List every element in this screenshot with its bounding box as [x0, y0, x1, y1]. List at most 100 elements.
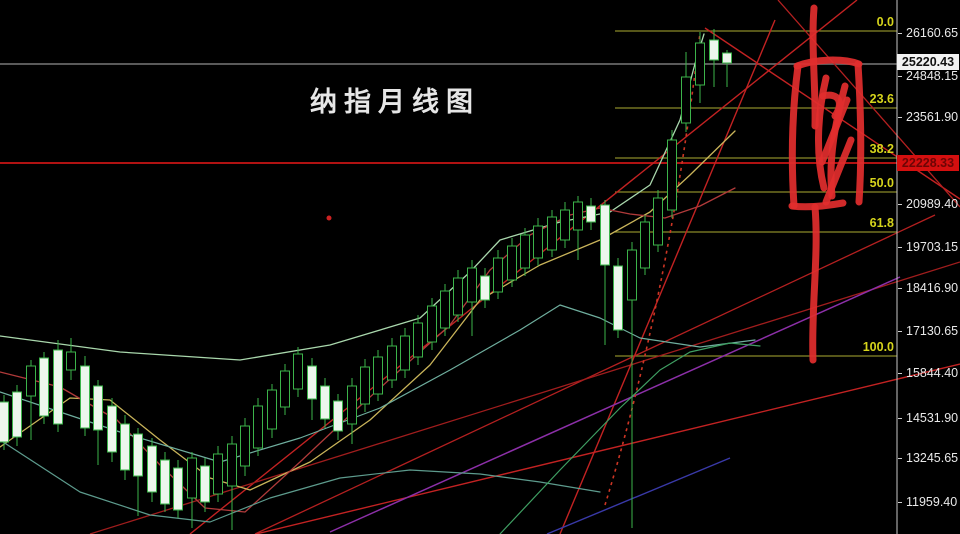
- candle-body-up: [293, 353, 303, 390]
- candle-body-down: [613, 265, 623, 331]
- fib-label-50.0: 50.0: [869, 176, 894, 190]
- candle-body-up: [640, 221, 650, 269]
- candle-body-up: [360, 366, 370, 405]
- curve-ma-yellow: [0, 130, 736, 491]
- candle-body-up: [427, 305, 437, 343]
- curve-ma-red: [0, 187, 736, 513]
- axis-tick: [898, 76, 902, 77]
- candle-body-up: [507, 245, 517, 281]
- candle-body-down: [107, 405, 117, 453]
- hand-drawn-marker: [793, 56, 863, 70]
- candle-body-up: [627, 249, 637, 301]
- axis-tick: [898, 502, 902, 503]
- candle-body-down: [333, 400, 343, 432]
- candle-body-up: [695, 42, 705, 86]
- candle-body-up: [667, 139, 677, 211]
- candle-body-down: [93, 385, 103, 431]
- candle-body-up: [520, 234, 530, 269]
- axis-tick: [898, 458, 902, 459]
- price-label: 23561.90: [906, 110, 959, 124]
- red-dot-marker: [326, 215, 332, 221]
- curve-bollinger-mid-teal: [0, 304, 756, 463]
- candle-body-down: [80, 365, 90, 429]
- fib-label-0.0: 0.0: [876, 15, 894, 29]
- price-label: 24848.15: [906, 69, 959, 83]
- candle-body-up: [440, 290, 450, 329]
- candle-body-down: [307, 365, 317, 400]
- candle-body-down: [133, 433, 143, 477]
- alert-price-tag: 22228.33: [897, 155, 959, 171]
- price-label: 26160.65: [906, 26, 959, 40]
- axis-tick: [898, 247, 902, 248]
- candle-body-up: [573, 201, 583, 231]
- price-label: 18416.90: [906, 281, 959, 295]
- candle-body-up: [227, 443, 237, 487]
- candle-body-down: [12, 391, 22, 438]
- candle-body-up: [280, 370, 290, 408]
- candle-body-down: [200, 465, 210, 503]
- candle-body-up: [681, 76, 691, 124]
- candle-body-up: [400, 335, 410, 371]
- hand-drawn-marker: [819, 91, 843, 120]
- price-label: 15844.40: [906, 366, 959, 380]
- axis-tick: [898, 33, 902, 34]
- candle-body-down: [600, 204, 610, 266]
- hand-drawn-marker: [809, 4, 819, 130]
- trendline-purple-up: [329, 276, 901, 533]
- price-label: 13245.65: [906, 451, 959, 465]
- candle-body-up: [187, 457, 197, 499]
- fib-label-23.6: 23.6: [869, 92, 894, 106]
- candle-body-down: [173, 467, 183, 511]
- curve-ma-long-green: [499, 342, 761, 534]
- candle-body-up: [373, 356, 383, 395]
- candle-body-up: [387, 345, 397, 381]
- candle-body-down: [586, 205, 596, 223]
- axis-tick: [898, 331, 902, 332]
- trendline-red-up-mid: [254, 214, 936, 534]
- candle-body-down: [709, 39, 719, 61]
- candle-body-up: [66, 351, 76, 371]
- price-label: 20989.40: [906, 197, 959, 211]
- fib-label-61.8: 61.8: [869, 216, 894, 230]
- candle-body-up: [413, 322, 423, 358]
- candle-body-down: [160, 459, 170, 505]
- price-label: 17130.65: [906, 324, 959, 338]
- hand-drawn-marker: [809, 203, 820, 364]
- candle-body-up: [560, 209, 570, 241]
- curve-bollinger-lower-teal: [0, 439, 601, 523]
- candle-body-up: [547, 216, 557, 251]
- curve-bollinger-upper: [0, 33, 705, 361]
- fib-label-100.0: 100.0: [862, 340, 894, 354]
- axis-tick: [898, 117, 902, 118]
- candle-body-up: [467, 267, 477, 303]
- trendline-red-down-upper: [777, 0, 960, 208]
- trendline-red-up-shallow-2: [255, 363, 960, 534]
- axis-tick: [898, 418, 902, 419]
- candle-body-down: [120, 423, 130, 471]
- price-label: 19703.15: [906, 240, 959, 254]
- candle-body-down: [0, 401, 9, 443]
- candle-body-up: [240, 425, 250, 467]
- candle-body-down: [39, 357, 49, 417]
- candle-body-up: [253, 405, 263, 449]
- candle-body-up: [347, 385, 357, 425]
- candle-body-down: [53, 349, 63, 425]
- candle-body-up: [26, 365, 36, 397]
- candle-body-down: [147, 445, 157, 493]
- price-label: 11959.40: [906, 495, 958, 509]
- chart-title: 纳指月线图: [310, 87, 480, 118]
- trendline-blue-up: [546, 457, 731, 534]
- candle-body-up: [533, 225, 543, 259]
- candle-body-down: [722, 52, 732, 64]
- hand-drawn-marker: [854, 60, 865, 206]
- candle-body-up: [453, 277, 463, 316]
- axis-tick: [898, 204, 902, 205]
- price-label: 14531.90: [906, 411, 959, 425]
- hand-drawn-marker: [818, 96, 851, 166]
- axis-tick: [898, 373, 902, 374]
- trendline-red-up-verysteep: [559, 19, 776, 534]
- hand-drawn-marker: [815, 74, 830, 192]
- candle-body-up: [493, 257, 503, 293]
